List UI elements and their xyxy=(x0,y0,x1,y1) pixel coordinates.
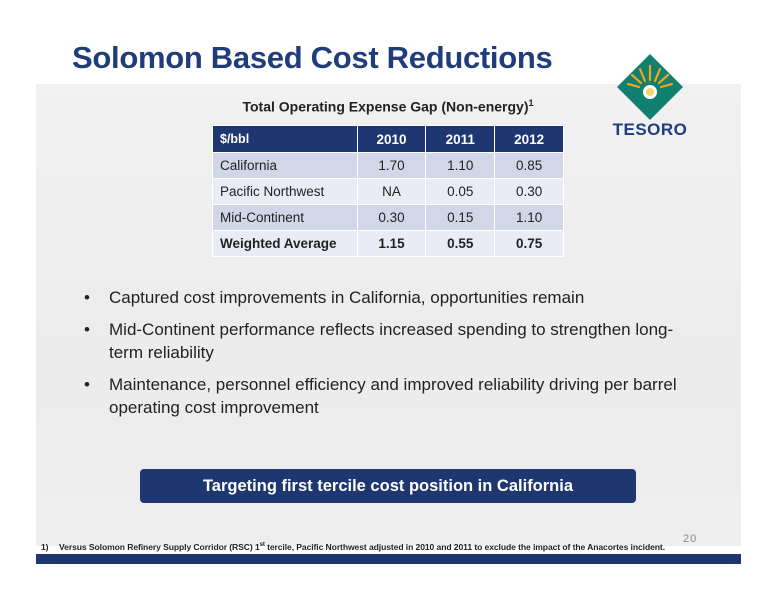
bullet-item: • Captured cost improvements in Californ… xyxy=(78,286,698,309)
table-cell: 0.30 xyxy=(494,178,564,205)
table-header-year: 2010 xyxy=(356,125,427,153)
logo-wordmark: TESORO xyxy=(612,120,688,139)
table-row-label: Pacific Northwest xyxy=(212,178,358,205)
footnote-superscript: st xyxy=(259,542,265,549)
footnote-text-rest: tercile, Pacific Northwest adjusted in 2… xyxy=(264,542,665,552)
table-row-label: Weighted Average xyxy=(212,230,358,257)
bullet-dot-icon: • xyxy=(84,288,90,307)
footnote-text: Versus Solomon Refinery Supply Corridor … xyxy=(59,542,260,552)
table-header-year: 2011 xyxy=(425,125,496,153)
tesoro-logo: TESORO xyxy=(607,52,693,148)
table-header-unit: $/bbl xyxy=(212,125,358,153)
slide-title: Solomon Based Cost Reductions xyxy=(72,40,553,75)
callout-banner: Targeting first tercile cost position in… xyxy=(140,469,636,503)
table-cell: 1.10 xyxy=(494,204,564,231)
expense-gap-table: $/bbl 2010 2011 2012 California 1.70 1.1… xyxy=(212,125,564,257)
table-row-label: Mid-Continent xyxy=(212,204,358,231)
table-cell: 1.15 xyxy=(356,230,427,257)
table-row: California 1.70 1.10 0.85 xyxy=(212,152,564,179)
bullet-text: Mid-Continent performance reflects incre… xyxy=(109,320,674,362)
table-title: Total Operating Expense Gap (Non-energy)… xyxy=(212,98,564,115)
table-cell: NA xyxy=(356,178,427,205)
table-cell: 1.70 xyxy=(356,152,427,179)
table-header-year: 2012 xyxy=(494,125,564,153)
table-row-label: California xyxy=(212,152,358,179)
table-cell: 0.15 xyxy=(425,204,496,231)
table-row: Mid-Continent 0.30 0.15 1.10 xyxy=(212,204,564,231)
table-row: Pacific Northwest NA 0.05 0.30 xyxy=(212,178,564,205)
bullet-text: Maintenance, personnel efficiency and im… xyxy=(109,375,677,417)
table-cell: 0.30 xyxy=(356,204,427,231)
bottom-bar xyxy=(36,554,741,564)
table-cell: 1.10 xyxy=(425,152,496,179)
bullet-item: • Mid-Continent performance reflects inc… xyxy=(78,318,698,364)
bullet-text: Captured cost improvements in California… xyxy=(109,288,585,307)
table-row-weighted-average: Weighted Average 1.15 0.55 0.75 xyxy=(212,230,564,257)
table-title-text: Total Operating Expense Gap (Non-energy) xyxy=(242,98,529,115)
table-title-footnote-mark: 1 xyxy=(528,98,534,108)
bullet-dot-icon: • xyxy=(84,375,90,394)
footnote-number: 1) xyxy=(41,542,49,552)
table-header-row: $/bbl 2010 2011 2012 xyxy=(212,125,564,153)
table-cell: 0.05 xyxy=(425,178,496,205)
bullet-dot-icon: • xyxy=(84,320,90,339)
page-number: 20 xyxy=(683,533,698,545)
bullet-item: • Maintenance, personnel efficiency and … xyxy=(78,373,698,419)
bullet-list: • Captured cost improvements in Californ… xyxy=(78,286,698,428)
table-cell: 0.55 xyxy=(425,230,496,257)
table-cell: 0.85 xyxy=(494,152,564,179)
table-cell: 0.75 xyxy=(494,230,564,257)
footnote: 1) Versus Solomon Refinery Supply Corrido… xyxy=(41,542,665,552)
tesoro-sunburst-diamond-icon xyxy=(617,54,683,120)
